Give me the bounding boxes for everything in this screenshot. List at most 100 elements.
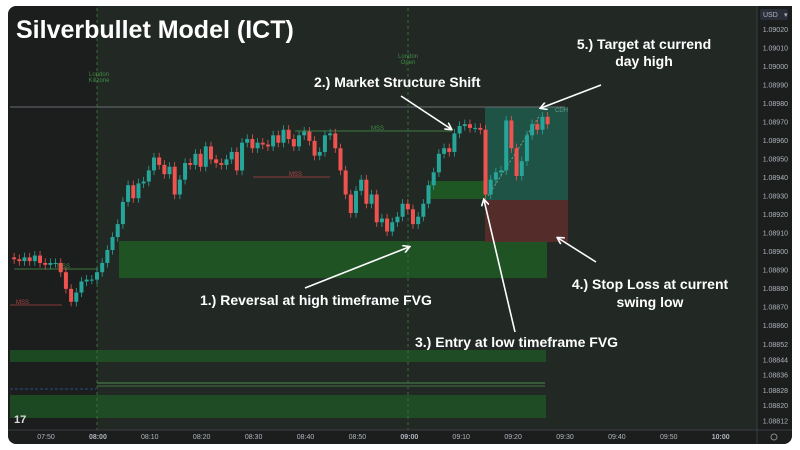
annotation-entry: 3.) Entry at low timeframe FVG [415,334,618,350]
x-ticks[interactable]: 07:50 08:00 08:10 08:20 08:30 08:40 08:50 09:00… [37,434,730,441]
candle-body [100,262,105,273]
candle-body [48,262,53,265]
candle-body [17,259,22,262]
x-tick-label: 08:20 [193,434,211,441]
candle-body [234,151,239,171]
candle-body [504,120,509,171]
candle [224,154,229,170]
candle [250,134,255,153]
candle-body [483,129,488,195]
candle-body [208,146,213,160]
candle [478,123,483,135]
x-tick-label: 10:00 [712,434,730,441]
candle-body [146,170,151,182]
y-tick-label: 1.08852 [763,342,788,349]
candle-body [369,194,374,204]
candle [395,212,400,227]
candle-body [343,170,348,195]
y-tick-label: 1.08820 [763,403,788,410]
candle-body [115,224,120,238]
candle-body [354,190,358,213]
open-label-2: Open [401,60,416,66]
y-tick-label: 1.08930 [763,194,788,201]
annotation-stop-2: swing low [617,294,684,310]
candle-body [260,142,265,145]
candle [105,245,110,268]
candle-body [312,140,317,156]
candle [167,162,172,179]
candle [110,232,115,255]
candle [219,158,224,170]
candle-body [359,179,364,191]
candle-body [297,135,302,147]
candle [281,125,286,148]
candle [183,158,188,185]
candle [131,180,136,203]
candle [48,258,53,270]
candle [338,143,343,176]
settings-gear-icon[interactable] [770,433,778,441]
candle [348,189,353,218]
x-tick-label: 09:00 [400,434,418,441]
y-tick-label: 1.09010 [763,46,788,53]
candle [369,189,374,209]
candle [410,204,415,229]
y-tick-label: 1.08860 [763,323,788,330]
candle-body [203,146,208,167]
htf-fvg-zone [119,241,547,278]
candle-body [436,153,441,173]
candle [514,143,519,181]
candle-body [43,262,48,265]
annotation-mss: 2.) Market Structure Shift [314,74,481,90]
candle-body [53,262,58,264]
candle [58,258,63,277]
candle-body [390,222,395,232]
candle [519,156,524,181]
price-axis[interactable] [757,6,792,430]
candle-body [188,163,193,165]
candle-body [63,272,68,289]
y-tick-label: 1.08950 [763,157,788,164]
currency-label: USD [763,12,778,19]
arrow-icon [541,84,602,108]
candle-body [499,170,504,173]
candle-body [131,185,136,199]
candle [63,267,68,294]
candle-body [89,279,94,281]
x-tick-label: 09:40 [608,434,626,441]
candle [328,128,333,140]
y-tick-label: 1.09020 [763,27,788,34]
y-tick-label: 1.08980 [763,101,788,108]
candle-body [286,129,291,139]
candle [385,213,390,237]
candle [317,147,322,161]
candle-body [126,185,131,202]
candle-body [545,116,550,125]
candle [146,165,151,187]
candle-body [457,126,462,134]
candle [193,149,198,170]
candle-body [364,179,369,204]
candle-body [69,288,74,302]
candle-body [431,172,436,186]
candle-body [38,255,43,263]
candle-body [172,166,177,195]
killzone-label-1: London [89,72,109,78]
candle [364,175,369,209]
candle-body [250,139,255,149]
lower-fvg-zone-2 [10,395,546,418]
candle [499,165,504,177]
mss-label: MSS [16,300,29,306]
annotation-reversal: 1.) Reversal at high timeframe FVG [200,292,432,308]
mss-label: MSS [371,126,384,132]
candles [12,112,550,307]
candle [12,252,17,264]
chevron-down-icon: ▾ [784,12,788,19]
candle [151,152,156,176]
annotation-stop-1: 4.) Stop Loss at current [572,276,729,292]
x-tick-label: 08:10 [141,434,159,441]
candle-body [281,129,286,143]
currency-selector[interactable] [760,9,788,20]
y-tick-label: 1.08990 [763,83,788,90]
y-tick-label: 1.08900 [763,249,788,256]
